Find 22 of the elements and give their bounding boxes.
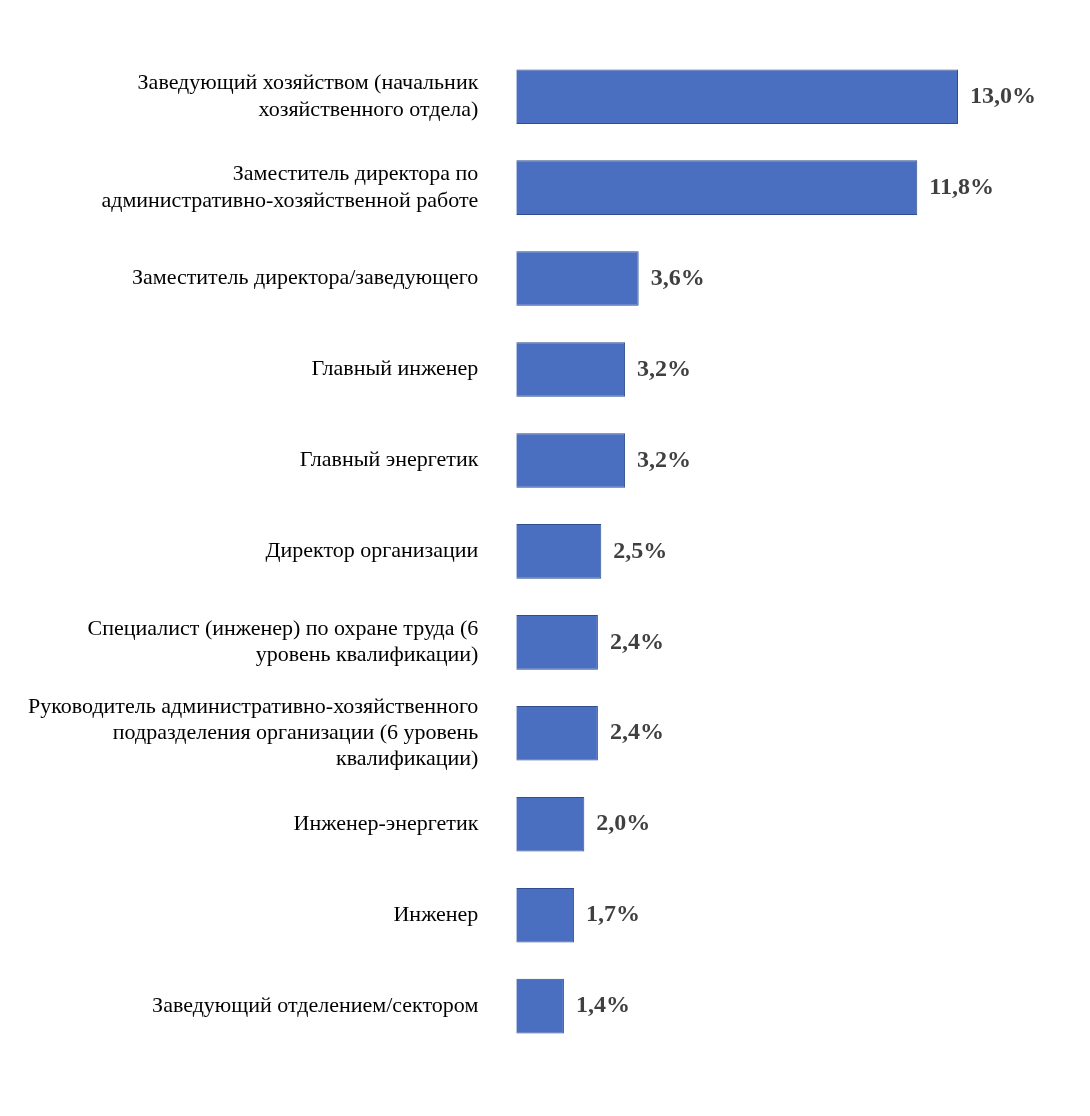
y-tick-label: Заведующий отделением/сектором <box>152 991 479 1017</box>
data-label: 3,2% <box>637 445 692 472</box>
y-tick-label: Главный инженер <box>311 355 479 381</box>
y-tick-label: Главный энергетик <box>299 446 479 472</box>
data-label: 3,6% <box>650 263 705 290</box>
y-tick-label: Директор организации <box>265 537 479 563</box>
data-label: 2,4% <box>609 718 664 745</box>
data-label: 2,0% <box>596 809 651 836</box>
data-label: 1,7% <box>586 900 641 927</box>
y-tick-label: Заместитель директора по административно-хозяйственной работе <box>101 160 479 212</box>
data-label: 11,8% <box>929 172 994 199</box>
y-tick-label: Инженер <box>393 900 479 926</box>
y-tick-label: Инженер-энергетик <box>293 810 479 836</box>
y-tick-label: Специалист (инженер) по охране труда (6 уровень квалификации) <box>87 614 479 667</box>
y-tick-label: Заместитель директора/заведующего <box>131 264 479 290</box>
data-label: 13,0% <box>970 81 1037 108</box>
data-label: 2,5% <box>613 536 668 563</box>
y-tick-label: Заведующий хозяйством (начальник хозяйственного отдела) <box>137 69 479 121</box>
data-label: 2,4% <box>609 627 664 654</box>
data-label: 3,2% <box>637 354 692 381</box>
y-tick-label: Руководитель административно-хозяйственного подразделения организации (6 уровень квалификации) <box>28 692 479 771</box>
data-label: 1,4% <box>575 991 630 1018</box>
